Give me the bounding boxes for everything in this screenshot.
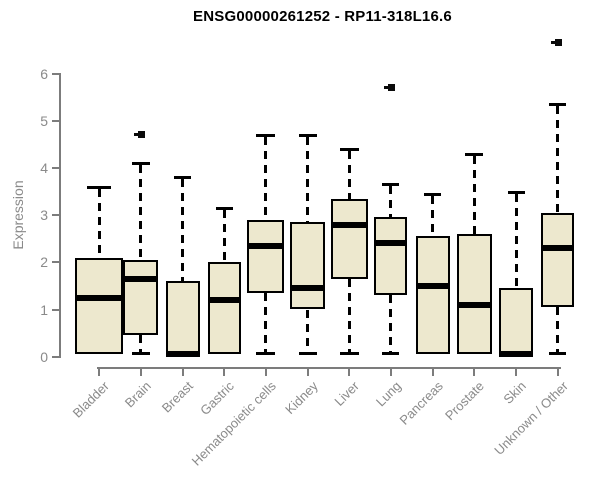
box (123, 259, 159, 336)
lower-whisker-line (264, 292, 268, 354)
x-tick-mark (181, 368, 184, 376)
x-tick-mark (98, 368, 101, 376)
x-tick-mark (515, 368, 517, 376)
y-tick-label: 1 (40, 301, 48, 318)
median-line (207, 297, 241, 304)
box (247, 219, 285, 293)
x-tick-mark (473, 368, 476, 376)
y-tick-label: 2 (40, 254, 48, 271)
upper-whisker-cap (549, 103, 567, 107)
upper-whisker-line (306, 136, 310, 223)
upper-whisker-cap (256, 133, 276, 137)
upper-whisker-cap (87, 185, 112, 189)
y-tick-label: 3 (40, 207, 48, 224)
median-line (290, 285, 326, 292)
y-tick-mark (52, 308, 60, 311)
lower-whisker-line (306, 309, 310, 354)
box (456, 233, 492, 355)
x-tick-mark (264, 368, 267, 376)
x-tick-mark (431, 368, 434, 376)
median-line (123, 275, 159, 282)
upper-whisker-line (556, 106, 560, 213)
lower-whisker-line (389, 295, 393, 354)
upper-whisker-line (181, 179, 185, 282)
x-axis-line (97, 367, 561, 369)
chart-title: ENSG00000261252 - RP11-318L16.6 (193, 8, 452, 25)
upper-whisker-line (264, 136, 268, 220)
y-tick-mark (52, 214, 60, 217)
upper-whisker-cap (174, 176, 192, 180)
y-tick-mark (52, 119, 60, 122)
x-tick-mark (306, 368, 309, 376)
upper-whisker-line (389, 186, 393, 218)
upper-whisker-line (97, 188, 101, 258)
upper-whisker-cap (339, 148, 359, 152)
upper-whisker-line (472, 155, 476, 234)
outlier-point (383, 83, 395, 91)
x-tick-mark (389, 368, 392, 376)
lower-whisker-line (347, 278, 351, 354)
box (499, 288, 533, 357)
upper-whisker-cap (507, 190, 525, 194)
x-tick-mark (223, 368, 226, 376)
upper-whisker-line (514, 193, 518, 289)
box (541, 212, 575, 308)
y-tick-label: 6 (40, 65, 48, 82)
lower-whisker-cap (131, 352, 150, 356)
y-tick-label: 5 (40, 112, 48, 129)
box (207, 262, 241, 355)
upper-whisker-cap (131, 162, 150, 166)
lower-whisker-cap (549, 352, 567, 356)
median-line (456, 301, 492, 308)
box (374, 217, 408, 296)
y-tick-label: 4 (40, 159, 48, 176)
upper-whisker-line (139, 165, 143, 260)
box (165, 281, 200, 357)
box (330, 198, 368, 279)
x-tick-mark (556, 368, 559, 376)
upper-whisker-cap (215, 207, 233, 211)
median-line (330, 221, 368, 228)
x-tick-mark (139, 368, 142, 376)
box (75, 257, 124, 355)
median-line (247, 242, 285, 249)
median-line (374, 240, 408, 247)
box (415, 236, 450, 355)
median-line (75, 294, 124, 301)
box (290, 222, 326, 310)
upper-whisker-cap (298, 133, 317, 137)
lower-whisker-line (556, 307, 560, 354)
y-tick-mark (52, 166, 60, 169)
y-tick-mark (52, 72, 60, 75)
upper-whisker-cap (382, 183, 400, 187)
upper-whisker-cap (424, 192, 442, 196)
y-axis-line (59, 73, 61, 358)
median-line (541, 245, 575, 252)
lower-whisker-cap (256, 352, 276, 356)
y-tick-mark (52, 261, 60, 264)
lower-whisker-cap (298, 352, 317, 356)
upper-whisker-line (347, 151, 351, 199)
x-tick-mark (348, 368, 351, 376)
median-line (165, 351, 200, 358)
outlier-point (133, 130, 145, 138)
median-line (499, 351, 533, 358)
outlier-point (550, 38, 562, 46)
y-tick-label: 0 (40, 348, 48, 365)
lower-whisker-line (139, 335, 143, 354)
upper-whisker-cap (465, 152, 484, 156)
upper-whisker-line (222, 210, 226, 263)
y-tick-mark (52, 355, 60, 358)
median-line (415, 282, 450, 289)
lower-whisker-cap (382, 352, 400, 356)
lower-whisker-cap (339, 352, 359, 356)
upper-whisker-line (431, 195, 435, 237)
